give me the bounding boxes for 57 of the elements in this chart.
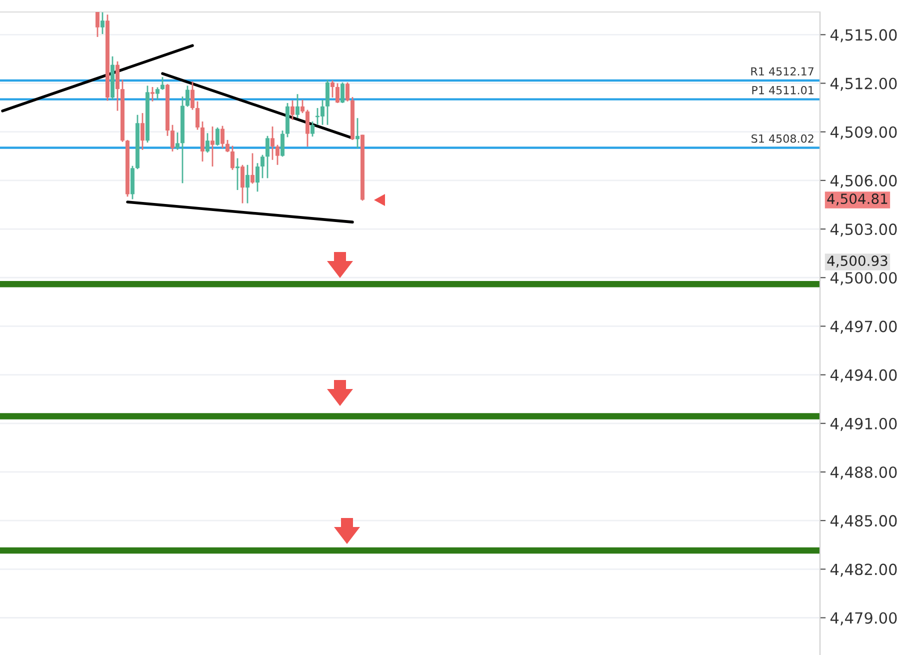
candlestick: [96, 12, 100, 38]
candlestick: [210, 126, 214, 168]
y-tick-label: 4,482.00: [830, 564, 897, 577]
candlestick: [200, 120, 204, 162]
candlestick: [240, 164, 244, 204]
candlestick: [256, 162, 260, 192]
candlestick: [156, 86, 160, 100]
candlestick: [340, 82, 344, 104]
y-tick-label: 4,488.00: [830, 466, 897, 480]
candlestick: [250, 152, 254, 184]
ref-line-label: P1 4511.01: [752, 86, 814, 94]
y-tick-label: 4,512.00: [830, 78, 897, 91]
candlestick: [190, 80, 194, 111]
text: 4,500.93: [827, 256, 888, 268]
y-tick-label: 4,500.00: [830, 272, 897, 286]
text: 4,504.81: [827, 194, 888, 206]
candlestick: [346, 82, 350, 102]
y-tick-label: 4,491.00: [830, 418, 897, 431]
y-tick-label: 4,509.00: [830, 126, 897, 140]
y-tick-label: 4,485.00: [830, 515, 897, 528]
candlestick: [296, 93, 300, 119]
candlestick: [270, 126, 274, 161]
candlestick: [260, 154, 264, 179]
ref-line-label: R1 4512.17: [751, 67, 814, 76]
candlestick: [140, 112, 144, 151]
candlestick: [326, 79, 330, 126]
candlestick: [280, 130, 284, 158]
candlestick: [230, 145, 234, 171]
candlestick: [246, 164, 250, 204]
candlestick: [206, 132, 210, 154]
candlestick: [170, 124, 174, 152]
candlestick: [220, 125, 224, 149]
candlestick: [330, 80, 334, 98]
candlestick: [310, 120, 314, 138]
candlestick: [150, 86, 154, 102]
candlestick: [226, 139, 230, 153]
candlestick: [186, 85, 190, 108]
candlestick: [176, 132, 180, 151]
candlestick: [336, 82, 340, 104]
candlestick: [276, 144, 280, 166]
candlestick: [100, 12, 104, 35]
y-tick-label: 4,503.00: [830, 224, 897, 237]
candlestick: [266, 135, 270, 179]
candlestick: [216, 126, 220, 146]
candlestick: [300, 99, 304, 114]
candlestick: [160, 76, 164, 90]
candlestick: [196, 100, 200, 130]
y-tick-label: 4,494.00: [830, 369, 897, 382]
y-tick-label: 4,479.00: [830, 612, 897, 626]
candlestick: [356, 117, 360, 149]
y-tick-label: 4,515.00: [830, 29, 897, 42]
ref-line-label: S1 4508.02: [752, 134, 814, 143]
candlestick: [290, 100, 294, 121]
candlestick: [306, 109, 310, 148]
candlestick: [236, 158, 240, 191]
y-tick-label: 4,497.00: [830, 320, 897, 334]
y-tick-label: 4,506.00: [830, 174, 897, 188]
